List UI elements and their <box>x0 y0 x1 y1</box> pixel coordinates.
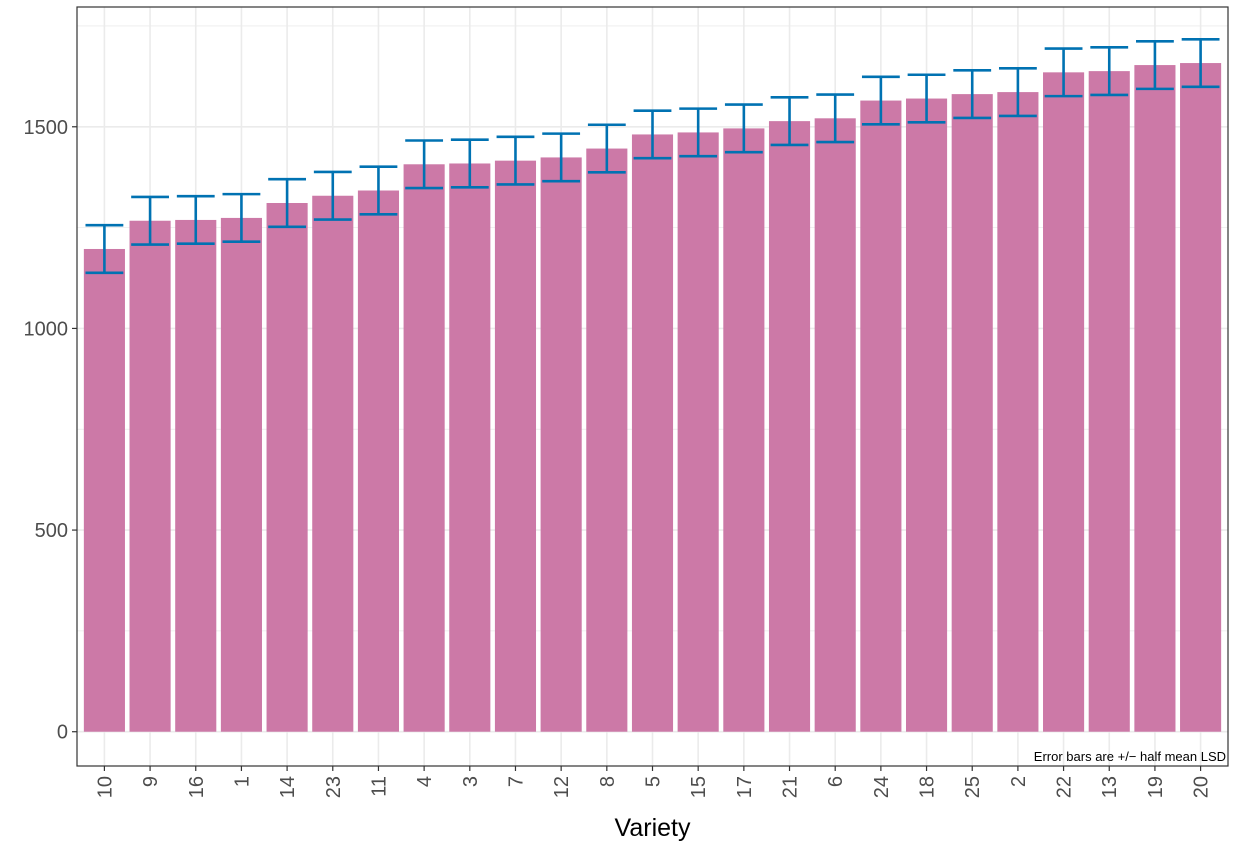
error-bar-22 <box>1044 47 1083 98</box>
bar-8 <box>586 148 628 732</box>
x-tick-label: 5 <box>643 776 665 787</box>
bar-10 <box>83 248 125 732</box>
bar-5 <box>631 134 674 732</box>
x-axis-title: Variety <box>615 814 691 842</box>
error-bar-19 <box>1136 39 1174 91</box>
error-bar-7 <box>496 135 535 186</box>
error-bar-10 <box>85 223 124 275</box>
x-tick-label: 12 <box>551 776 573 798</box>
error-bar-24 <box>861 75 900 126</box>
x-tick-label: 24 <box>871 776 893 798</box>
x-tick-label: 4 <box>414 776 436 787</box>
x-tick-label: 18 <box>917 776 939 798</box>
error-bar-8 <box>587 123 626 174</box>
bar-24 <box>860 100 902 732</box>
x-axis: 10 9 16 1 14 23 11 4 3 7 12 8 5 15 17 21 6 24 18 25 2 22 13 19 2… <box>94 766 1213 798</box>
x-tick-label: 25 <box>962 776 984 798</box>
x-tick-label: 16 <box>186 776 208 798</box>
error-bar-25 <box>953 69 992 120</box>
bar-13 <box>1088 71 1130 732</box>
x-tick-label: 20 <box>1191 776 1213 798</box>
bar-19 <box>1134 65 1176 732</box>
error-bar-17 <box>724 103 763 154</box>
x-tick-label: 6 <box>825 776 847 787</box>
x-tick-label: 9 <box>140 776 162 787</box>
bar-3 <box>449 163 491 732</box>
error-bar-13 <box>1090 46 1129 97</box>
x-tick-label: 22 <box>1054 776 1076 798</box>
bar-1 <box>220 217 262 732</box>
bar-18 <box>905 98 948 732</box>
bar-25 <box>951 94 993 732</box>
x-tick-label: 13 <box>1099 776 1121 798</box>
bar-22 <box>1043 72 1085 732</box>
x-tick-label: 3 <box>460 776 482 787</box>
bar-4 <box>403 164 445 732</box>
error-bar-15 <box>679 107 718 158</box>
bar-7 <box>494 160 537 732</box>
x-tick-label: 23 <box>323 776 345 798</box>
x-tick-label: 11 <box>368 776 390 797</box>
x-tick-label: 14 <box>277 776 299 798</box>
y-tick-label: 1000 <box>24 318 69 340</box>
error-bar-4 <box>405 139 444 190</box>
error-bar-1 <box>222 192 261 244</box>
x-tick-label: 10 <box>94 776 116 798</box>
bar-20 <box>1180 63 1222 732</box>
error-bar-6 <box>816 93 855 144</box>
error-bar-18 <box>907 73 946 124</box>
error-bar-14 <box>268 177 307 229</box>
bar-2 <box>997 92 1039 732</box>
bar-17 <box>723 128 765 732</box>
error-bar-note: Error bars are +/− half mean LSD <box>1034 749 1226 764</box>
x-tick-label: 15 <box>688 776 710 798</box>
error-bar-9 <box>131 195 169 246</box>
bar-6 <box>814 118 856 732</box>
bar-9 <box>129 220 171 732</box>
x-tick-label: 1 <box>231 776 253 787</box>
y-tick-label: 1500 <box>24 117 69 139</box>
error-bar-21 <box>770 96 809 147</box>
error-bar-2 <box>998 67 1037 118</box>
y-tick-label: 0 <box>57 722 68 744</box>
x-tick-label: 2 <box>1008 776 1030 787</box>
bar-23 <box>312 195 354 732</box>
bar-12 <box>540 157 582 732</box>
x-tick-label: 7 <box>505 776 527 787</box>
y-tick-label: 500 <box>35 520 68 542</box>
error-bar-5 <box>633 109 672 160</box>
error-bar-16 <box>176 194 215 246</box>
bars <box>83 63 1222 732</box>
x-tick-label: 8 <box>597 776 619 787</box>
error-bar-12 <box>542 132 581 183</box>
bar-14 <box>266 203 308 732</box>
error-bar-23 <box>313 170 352 221</box>
x-tick-label: 19 <box>1145 776 1167 798</box>
bar-15 <box>677 132 719 732</box>
x-tick-label: 21 <box>780 776 802 798</box>
error-bars <box>85 37 1220 275</box>
bar-21 <box>768 121 811 732</box>
bar-11 <box>357 190 400 732</box>
error-bar-20 <box>1181 37 1220 89</box>
y-axis: 0 500 1000 1500 <box>24 117 77 744</box>
error-bar-3 <box>450 138 489 189</box>
error-bar-11 <box>359 165 398 216</box>
x-tick-label: 17 <box>734 776 756 798</box>
bar-16 <box>175 219 217 732</box>
